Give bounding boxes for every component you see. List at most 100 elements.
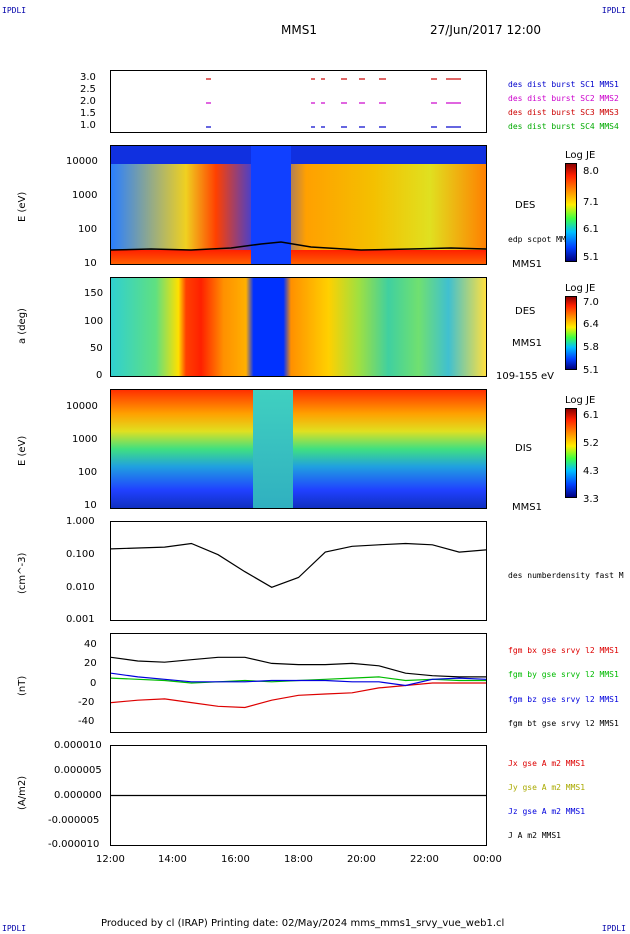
des-energy-ytick: 100 xyxy=(78,224,98,235)
bfield-ytick: 40 xyxy=(84,639,97,650)
current-label-jy: Jy gse A m2 MMS1 xyxy=(508,783,586,792)
density-ylabel: (cm^-3) xyxy=(17,552,28,594)
density-ytick: 0.100 xyxy=(66,549,95,560)
colorbar-des-pitch xyxy=(565,296,577,370)
burst-label-sc2: des dist burst SC2 MMS2 xyxy=(508,94,619,103)
scpot-label: edp scpot MMS1 xyxy=(508,235,576,244)
colorbar-dis-energy xyxy=(565,408,577,498)
density-label: des numberdensity fast M xyxy=(508,571,624,580)
current-label-jx: Jx gse A m2 MMS1 xyxy=(508,759,586,768)
des-pitch-ytick: 50 xyxy=(90,343,103,354)
bfield-plot xyxy=(110,656,487,709)
dis-energy-ylabel: E (eV) xyxy=(17,435,28,466)
dis-gap-region xyxy=(253,390,293,508)
des-energy-ytick: 1000 xyxy=(72,190,98,201)
dis-energy-spectrogram xyxy=(110,389,487,509)
des-pitch-spectrogram xyxy=(110,277,487,377)
bfield-panel xyxy=(110,633,487,733)
current-label-jz: Jz gse A m2 MMS1 xyxy=(508,807,586,816)
cbar1-tick: 7.1 xyxy=(583,197,599,208)
x-tick: 22:00 xyxy=(410,854,439,865)
dis-energy-ytick: 1000 xyxy=(72,434,98,445)
spectrogram-bottom-band xyxy=(111,250,486,264)
date-time: 27/Jun/2017 12:00 xyxy=(430,23,542,37)
current-ytick: 0.000005 xyxy=(54,765,102,776)
cbar3-tick: 4.3 xyxy=(583,466,599,477)
cbar3-tick: 6.1 xyxy=(583,410,599,421)
des-energy-ylabel: E (eV) xyxy=(17,191,28,222)
series-line-0 xyxy=(110,542,487,588)
scpot-overlay xyxy=(111,241,486,251)
current-ytick: 0.000010 xyxy=(54,740,102,751)
bfield-ylabel: (nT) xyxy=(17,675,28,696)
density-panel xyxy=(110,521,487,621)
colorbar-des-energy xyxy=(565,163,577,262)
cbar3-tick: 3.3 xyxy=(583,494,599,505)
series-line-2 xyxy=(110,672,487,687)
density-ytick: 1.000 xyxy=(66,516,95,527)
bfield-ytick: -20 xyxy=(78,697,95,708)
burst-label-sc4: des dist burst SC4 MMS4 xyxy=(508,122,619,131)
burst-markers xyxy=(206,78,461,128)
spacecraft-title: MMS1 xyxy=(281,23,317,37)
series-line-0 xyxy=(110,682,486,709)
current-ylabel: (A/m2) xyxy=(17,775,28,810)
bfield-label-bx: fgm bx gse srvy l2 MMS1 xyxy=(508,646,619,655)
burst-label-sc3: des dist burst SC3 MMS3 xyxy=(508,108,619,117)
bfield-ytick: 0 xyxy=(90,678,97,689)
des-pitch-sc: MMS1 xyxy=(512,338,542,349)
current-ytick: -0.000005 xyxy=(48,815,100,826)
des-energy-name: DES xyxy=(515,200,536,211)
burst-panel xyxy=(110,70,487,133)
dis-energy-name: DIS xyxy=(515,443,532,454)
x-tick: 14:00 xyxy=(158,854,187,865)
burst-ytick: 3.0 xyxy=(80,72,96,83)
burst-label-sc1: des dist burst SC1 MMS1 xyxy=(508,80,619,89)
x-tick: 18:00 xyxy=(284,854,313,865)
corner-logo-bl: IPDLI xyxy=(2,924,27,933)
spectrogram-top-band xyxy=(111,146,486,164)
dis-energy-sc: MMS1 xyxy=(512,502,542,513)
x-tick: 20:00 xyxy=(347,854,376,865)
burst-ytick: 2.0 xyxy=(80,96,96,107)
cbar2-tick: 6.4 xyxy=(583,319,599,330)
cbar1-tick: 6.1 xyxy=(583,224,599,235)
dis-energy-ytick: 100 xyxy=(78,467,98,478)
des-pitch-ytick: 150 xyxy=(84,288,104,299)
current-label-j: J A m2 MMS1 xyxy=(508,831,561,840)
cbar2-title: Log JE xyxy=(565,283,596,294)
x-tick: 16:00 xyxy=(221,854,250,865)
bfield-ytick: 20 xyxy=(84,658,97,669)
cbar1-title: Log JE xyxy=(565,150,596,161)
current-ytick: 0.000000 xyxy=(54,790,102,801)
corner-logo-tl: IPDLI xyxy=(2,6,27,15)
bfield-label-bt: fgm bt gse srvy l2 MMS1 xyxy=(508,719,619,728)
des-pitch-ytick: 0 xyxy=(96,370,103,381)
x-tick: 00:00 xyxy=(473,854,502,865)
des-energy-ytick: 10000 xyxy=(66,156,98,167)
density-plot xyxy=(110,542,487,588)
burst-ytick: 1.5 xyxy=(80,108,96,119)
corner-logo-br: IPDLI xyxy=(601,924,626,933)
current-panel xyxy=(110,745,487,846)
dis-energy-ytick: 10000 xyxy=(66,401,98,412)
burst-ytick: 2.5 xyxy=(80,84,96,95)
current-ytick: -0.000010 xyxy=(48,839,100,850)
bfield-label-by: fgm by gse srvy l2 MMS1 xyxy=(508,670,619,679)
des-pitch-ylabel: a (deg) xyxy=(17,308,28,344)
series-line-3 xyxy=(110,656,486,678)
cbar1-tick: 5.1 xyxy=(583,252,599,263)
burst-ytick: 1.0 xyxy=(80,120,96,131)
des-energy-ytick: 10 xyxy=(84,258,97,269)
cbar2-tick: 7.0 xyxy=(583,297,599,308)
bfield-label-bz: fgm bz gse srvy l2 MMS1 xyxy=(508,695,619,704)
des-energy-spectrogram xyxy=(110,145,487,265)
des-pitch-name: DES xyxy=(515,306,536,317)
dis-energy-ytick: 10 xyxy=(84,500,97,511)
cbar3-tick: 5.2 xyxy=(583,438,599,449)
current-plot xyxy=(111,794,486,797)
x-tick: 12:00 xyxy=(96,854,125,865)
cbar3-title: Log JE xyxy=(565,395,596,406)
des-pitch-range: 109-155 eV xyxy=(496,371,554,382)
bfield-ytick: -40 xyxy=(78,716,95,727)
